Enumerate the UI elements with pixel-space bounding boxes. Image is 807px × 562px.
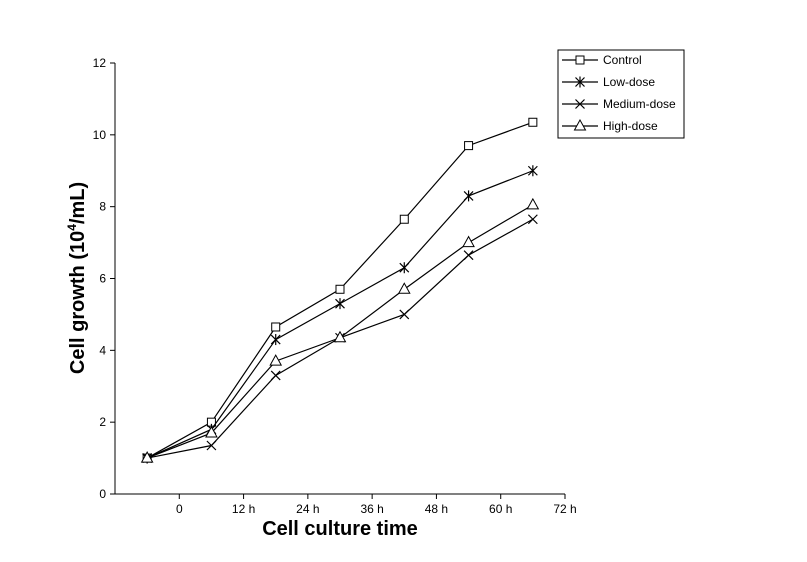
x-tick-label: 48 h — [425, 502, 448, 516]
legend-marker-low-dose — [575, 76, 585, 88]
data-point-high-dose — [140, 451, 154, 463]
data-point-high-dose — [526, 197, 540, 210]
y-tick-label: 6 — [99, 272, 106, 286]
x-tick-label: 0 — [176, 502, 183, 516]
legend-item-high-dose: High-dose — [562, 118, 658, 133]
data-point-low-dose — [463, 190, 474, 202]
legend-label: Low-dose — [603, 75, 655, 89]
data-point-medium-dose — [527, 214, 538, 225]
x-axis-title: Cell culture time — [262, 518, 418, 540]
y-axis-title-unit: /mL) — [67, 182, 89, 224]
data-point-control — [271, 322, 281, 332]
legend-label: Medium-dose — [603, 97, 676, 111]
y-tick-label: 10 — [93, 128, 107, 142]
x-axis-ticks: 0 12 h 24 h 36 h 48 h 60 h 72 h — [176, 494, 577, 516]
y-tick-label: 8 — [99, 200, 106, 214]
data-point-low-dose — [270, 334, 281, 346]
series-layer — [140, 117, 540, 464]
data-point-low-dose — [399, 262, 410, 274]
series-line-low-dose — [146, 170, 534, 459]
data-point-high-dose — [205, 425, 218, 438]
data-point-control — [399, 214, 409, 224]
data-point-medium-dose — [463, 250, 474, 261]
y-tick-label: 2 — [99, 415, 106, 429]
legend-label: High-dose — [603, 119, 658, 133]
data-point-control — [335, 284, 345, 294]
data-point-high-dose — [397, 282, 411, 294]
legend-label: Control — [603, 53, 642, 67]
x-tick-label: 36 h — [360, 502, 383, 516]
legend-item-control: Control — [562, 53, 642, 67]
series-control — [142, 117, 538, 463]
y-axis-title-main: Cell growth (10 — [67, 231, 89, 374]
legend-marker-control — [575, 55, 585, 65]
x-tick-label: 72 h — [553, 502, 576, 516]
legend-item-low-dose: Low-dose — [562, 75, 655, 89]
legend-marker-high-dose — [573, 118, 587, 131]
data-point-control — [464, 141, 474, 151]
y-tick-label: 12 — [93, 56, 107, 70]
y-tick-label: 4 — [99, 343, 106, 357]
y-tick-label: 0 — [99, 487, 106, 501]
legend-marker-medium-dose — [575, 99, 585, 109]
x-tick-label: 12 h — [232, 502, 255, 516]
data-point-medium-dose — [399, 309, 410, 320]
series-low-dose — [142, 165, 538, 464]
x-tick-label: 24 h — [296, 502, 319, 516]
data-point-low-dose — [527, 165, 538, 177]
series-high-dose — [140, 197, 540, 463]
data-point-control — [528, 117, 538, 127]
legend: Control Low-dose Medium-dose High-dose — [557, 49, 685, 139]
data-point-high-dose — [333, 330, 347, 343]
y-axis-title: Cell growth (104/mL) — [65, 182, 89, 374]
plot-area: 0 2 4 6 8 10 12 0 12 h 24 h 36 h 48 h 60 h 72 h — [93, 56, 577, 516]
y-axis-title-superscript: 4 — [65, 224, 79, 231]
data-point-medium-dose — [206, 440, 217, 451]
x-tick-label: 60 h — [489, 502, 512, 516]
data-point-low-dose — [335, 298, 345, 310]
y-axis-ticks: 0 2 4 6 8 10 12 — [93, 56, 115, 501]
legend-item-medium-dose: Medium-dose — [562, 97, 676, 111]
data-point-high-dose — [269, 354, 283, 366]
data-point-medium-dose — [270, 370, 281, 381]
data-point-high-dose — [462, 235, 475, 248]
